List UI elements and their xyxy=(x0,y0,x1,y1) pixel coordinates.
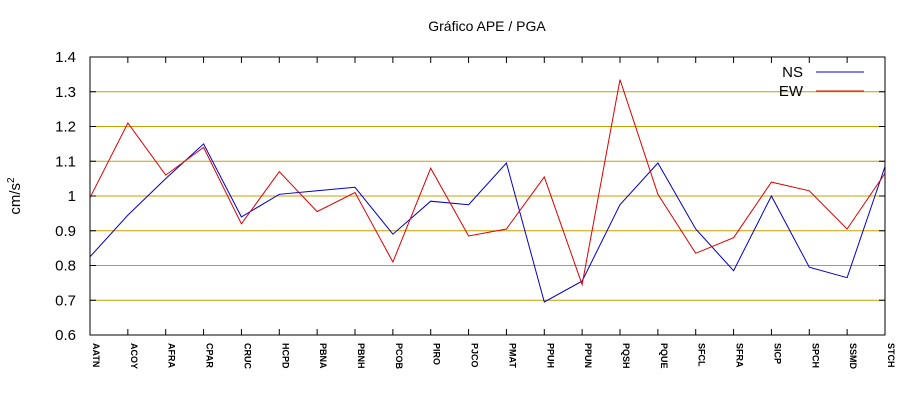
gridlines xyxy=(90,91,885,301)
y-tick-label: 0.7 xyxy=(55,292,76,309)
x-tick-label: STCH xyxy=(886,343,896,368)
y-tick-label: 1.3 xyxy=(55,84,76,101)
legend: NS EW xyxy=(779,64,864,100)
y-axis-unit: cm/s xyxy=(7,183,24,215)
chart-title: Gráfico APE / PGA xyxy=(428,18,546,34)
x-tick-label: CRUC xyxy=(242,343,252,369)
legend-label-ew: EW xyxy=(779,83,804,100)
y-axis-ticks: 0.6 0.7 0.8 0.9 1 1.1 1.2 1.3 1.4 xyxy=(55,49,885,344)
x-tick-label: PPUN xyxy=(583,343,593,368)
y-tick-label: 1.4 xyxy=(55,49,76,66)
series-line-ew xyxy=(89,79,886,287)
x-tick-label: SFCL xyxy=(697,343,707,367)
x-tick-label: PCOB xyxy=(394,343,404,370)
x-tick-label: PQSH xyxy=(621,343,631,369)
y-axis-unit-exponent: 2 xyxy=(6,177,17,183)
x-tick-label: HCPD xyxy=(280,343,290,369)
plot-frame xyxy=(89,56,886,336)
series-line-ns xyxy=(89,143,886,303)
x-tick-label: PBNH xyxy=(356,343,366,369)
y-tick-label: 0.9 xyxy=(55,223,76,240)
x-tick-label: SICP xyxy=(772,343,782,364)
x-tick-label: AFRA xyxy=(167,343,177,368)
x-tick-label: PIRO xyxy=(432,343,442,365)
y-axis-label: cm/s2 xyxy=(6,177,24,215)
x-axis-ticks: AATN ACOY AFRA CPAR CRUC HCPD PBNA PBNH PCOB PIRO… xyxy=(89,57,896,370)
y-tick-label: 0.6 xyxy=(55,327,76,344)
x-tick-label: SFRA xyxy=(735,343,745,368)
x-tick-label: PQUE xyxy=(659,343,669,369)
y-tick-label: 0.8 xyxy=(55,258,76,275)
x-tick-label: AATN xyxy=(91,343,101,367)
x-tick-label: ACOY xyxy=(129,343,139,369)
x-tick-label: CPAR xyxy=(205,343,215,368)
y-tick-label: 1 xyxy=(68,188,76,205)
x-tick-label: SPCH xyxy=(810,343,820,368)
legend-label-ns: NS xyxy=(782,64,803,81)
x-tick-label: PPUH xyxy=(545,343,555,368)
x-tick-label: SSMD xyxy=(848,343,858,370)
series-lines xyxy=(89,79,886,303)
x-tick-label: PMAT xyxy=(507,343,517,368)
x-tick-label: PBNA xyxy=(318,343,328,369)
y-tick-label: 1.1 xyxy=(55,153,76,170)
y-tick-label: 1.2 xyxy=(55,119,76,136)
x-tick-label: PJCO xyxy=(470,343,480,368)
